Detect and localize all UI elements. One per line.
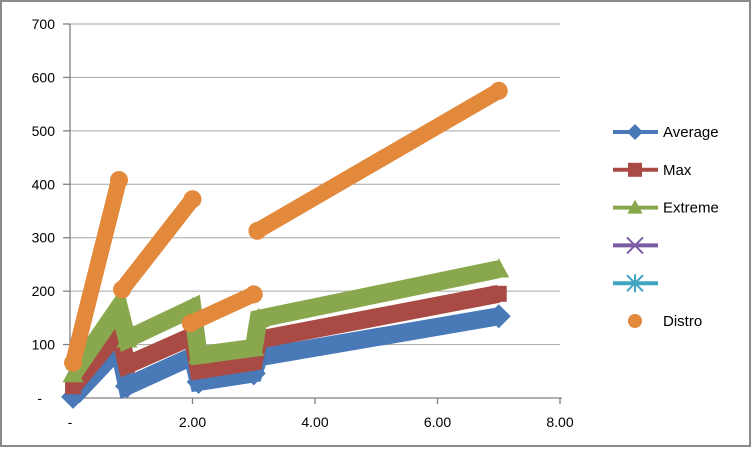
series-max-marker — [245, 353, 262, 370]
x-axis-tick-label: 4.00 — [301, 414, 328, 430]
legend-marker-average — [627, 124, 643, 140]
chart-axis-labels: - 100 200 300 400 500 600 700 - 2.00 4.00 6.00 8.00 — [32, 16, 574, 430]
legend-item-extreme: Extreme — [613, 199, 719, 217]
series-average-marker — [486, 304, 511, 329]
series-distro-marker — [183, 190, 202, 209]
legend-item-asterisk — [613, 274, 658, 293]
x-axis-tick-label: - — [68, 414, 73, 430]
legend-item-distro: Distro — [628, 313, 702, 330]
chart-gridlines — [70, 23, 560, 346]
legend-marker-asterisk — [626, 274, 644, 293]
series-extreme-marker — [108, 296, 130, 316]
x-axis-tick-label: 2.00 — [179, 414, 206, 430]
series-distro-marker — [110, 171, 128, 190]
legend-item-average: Average — [613, 124, 719, 141]
legend-item-max: Max — [613, 162, 692, 179]
series-max-marker — [118, 356, 135, 373]
y-axis-tick-label: 600 — [32, 69, 56, 85]
y-axis-tick-label: 200 — [32, 283, 56, 299]
y-axis-tick-label: 300 — [32, 230, 56, 246]
chart-axes — [63, 23, 562, 404]
series-distro-marker — [244, 285, 263, 304]
series-extreme-marker — [62, 362, 84, 383]
series-max-marker — [490, 285, 507, 302]
series-distro-line — [249, 82, 507, 239]
series-extreme-marker — [488, 258, 510, 278]
legend-marker-max — [628, 162, 642, 177]
x-axis-tick-label: 8.00 — [546, 414, 573, 430]
series-extreme-marker — [248, 307, 270, 328]
series-distro-marker — [64, 353, 83, 372]
legend-marker-extreme — [627, 199, 643, 214]
chart-legend: Average Max Extreme Distro — [613, 124, 719, 330]
series-distro-line — [182, 286, 262, 332]
legend-marker-distro — [628, 314, 642, 328]
series-distro-line — [65, 172, 127, 371]
legend-label-distro: Distro — [663, 313, 702, 330]
legend-label-extreme: Extreme — [663, 200, 719, 217]
y-axis-tick-label: 100 — [32, 337, 56, 353]
series-distro-marker — [489, 81, 508, 100]
series-extreme-marker — [116, 328, 138, 348]
series-distro-marker — [113, 280, 132, 299]
y-axis-tick-label: 700 — [32, 16, 56, 32]
x-axis-tick-label: 6.00 — [424, 414, 451, 430]
series-extreme-marker — [243, 336, 265, 357]
series-extreme-marker — [188, 344, 210, 364]
series-max-marker — [190, 362, 207, 379]
series-distro-line — [114, 191, 201, 298]
series-distro-marker — [248, 221, 267, 240]
legend-item-x — [613, 236, 658, 255]
legend-label-average: Average — [663, 124, 719, 141]
y-axis-tick-label: - — [37, 390, 42, 406]
series-distro-marker — [181, 314, 200, 333]
y-axis-tick-label: 500 — [32, 123, 56, 139]
legend-label-max: Max — [663, 162, 692, 179]
series-max-marker — [65, 378, 82, 395]
y-axis-tick-label: 400 — [32, 176, 56, 192]
chart-series — [61, 81, 511, 409]
legend-marker-x — [626, 236, 644, 255]
series-average-marker — [114, 374, 139, 399]
